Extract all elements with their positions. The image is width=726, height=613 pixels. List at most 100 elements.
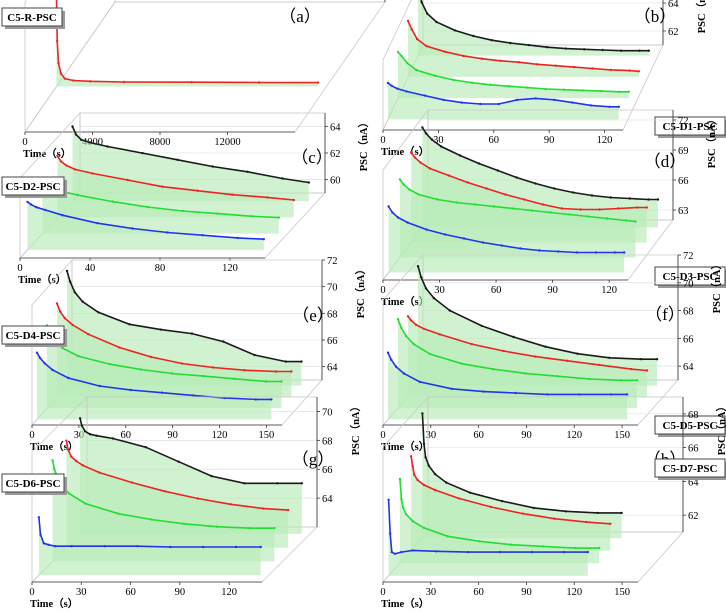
data-point [216, 212, 219, 215]
data-point [63, 77, 67, 80]
data-point [65, 269, 69, 273]
series-line-D1-2 [397, 51, 629, 93]
data-point [573, 65, 576, 69]
data-point [460, 101, 463, 104]
data-point [553, 517, 556, 520]
data-point [489, 505, 492, 509]
y-tick-label: 63 [678, 206, 689, 217]
label-box [1, 7, 63, 27]
label-box [1, 176, 65, 196]
data-point [201, 234, 204, 237]
data-point [73, 168, 77, 171]
data-point [396, 216, 400, 219]
data-point [596, 511, 599, 515]
data-point [583, 48, 586, 51]
data-point [87, 333, 90, 336]
data-point [544, 87, 547, 91]
data-point [59, 72, 63, 75]
label-box [1, 473, 65, 493]
data-point [655, 358, 659, 361]
data-point [406, 61, 409, 65]
data-point [56, 39, 59, 43]
data-point [546, 393, 549, 396]
y-tick-label: 64 [668, 0, 679, 10]
data-point [390, 358, 393, 361]
x-tick-label: 150 [614, 587, 630, 598]
data-point [276, 482, 279, 485]
x-tick-label: 0 [17, 263, 22, 274]
data-point [534, 355, 537, 358]
data-point [70, 455, 73, 458]
data-point [541, 203, 545, 206]
panel-letter: （d） [644, 152, 687, 171]
panel-letter: （b） [634, 7, 677, 26]
data-point [406, 19, 410, 23]
label-box [1, 325, 65, 345]
series-fill-D2-2 [42, 180, 279, 234]
data-point [530, 550, 534, 554]
x-axis: 0 30 60 90 120 150 Time（s） [380, 581, 638, 610]
data-point [647, 198, 650, 201]
y-tick-label: 70 [683, 279, 694, 290]
data-point [479, 102, 482, 106]
data-point [490, 39, 493, 42]
x-tick-label: 0 [22, 137, 27, 148]
x-axis: 0 30 60 90 120 Time（s） [380, 279, 628, 308]
panel-title: C5-D2-PSC [6, 181, 61, 193]
data-point [452, 78, 455, 82]
y-axis: 64 66 68 70 72 PSC（nA） [677, 251, 723, 380]
y-tick-label: 66 [688, 444, 699, 455]
data-point [597, 546, 601, 550]
data-point [65, 164, 68, 167]
data-point [251, 215, 254, 218]
series-line-D5-4 [417, 265, 658, 361]
data-point [472, 34, 475, 38]
data-point [638, 49, 641, 52]
data-point [440, 145, 443, 148]
data-point [496, 169, 499, 172]
data-point [489, 83, 492, 87]
data-point [177, 460, 180, 463]
data-point [410, 319, 413, 322]
y-tick-label: 69 [678, 146, 689, 157]
data-point [390, 550, 393, 554]
series-fill-D1-3 [408, 20, 639, 77]
data-point [546, 46, 549, 49]
data-point [254, 398, 257, 401]
data-point [61, 214, 64, 217]
data-point [51, 368, 54, 372]
data-point [443, 50, 447, 53]
x-tick-label: 150 [259, 430, 275, 441]
data-point [128, 323, 131, 326]
data-point [95, 434, 98, 437]
panel-title: C5-D6-PSC [6, 478, 61, 490]
data-point [609, 522, 612, 525]
x-axis-title: Time（s） [30, 597, 78, 610]
data-point [549, 211, 552, 214]
data-point [222, 340, 225, 343]
panel-title: C5-D4-PSC [6, 330, 61, 342]
data-point [470, 81, 473, 84]
series-line-D5-2 [397, 318, 638, 382]
x-tick-label: 0 [380, 430, 385, 441]
data-point [402, 183, 405, 186]
data-point [262, 238, 265, 241]
data-point [450, 387, 453, 390]
data-point [393, 552, 397, 555]
data-point [246, 170, 249, 173]
data-point [542, 545, 545, 548]
data-point [502, 349, 505, 353]
data-point [554, 64, 557, 67]
data-point [129, 388, 132, 392]
data-point [270, 398, 273, 401]
panel-label: C5-R-PSC [1, 7, 65, 29]
panel-title: C5-D7-PSC [663, 463, 718, 475]
y-tick-label: 62 [668, 27, 679, 38]
data-point [627, 90, 630, 94]
y-tick-label: 66 [683, 334, 694, 345]
data-point [415, 68, 418, 72]
y-tick-label: 64 [688, 477, 699, 488]
data-point [196, 497, 199, 500]
data-point [404, 334, 408, 338]
